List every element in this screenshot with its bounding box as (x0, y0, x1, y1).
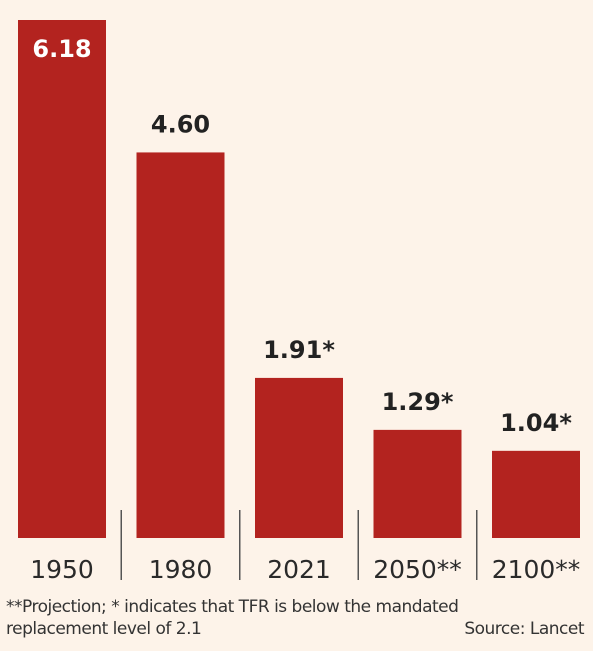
category-label-2100: 2100** (492, 555, 581, 584)
value-label-2100: 1.04* (500, 409, 572, 437)
footnote-line-1: **Projection; * indicates that TFR is be… (6, 596, 584, 618)
value-label-1950: 6.18 (32, 35, 91, 63)
footnote-line-2: replacement level of 2.1 Source: Lancet (6, 618, 584, 640)
bar-2050 (373, 429, 462, 538)
tfr-bar-chart: 6.18 1950 4.60 1980 1.91* 2021 1.29* 2050** 1.04… (18, 20, 581, 584)
category-label-1980: 1980 (149, 555, 213, 584)
value-label-2021: 1.91* (263, 336, 335, 364)
category-label-1950: 1950 (30, 555, 94, 584)
footnote-projection-note: **Projection; * indicates that TFR is be… (6, 597, 459, 617)
footnote-replacement-note: replacement level of 2.1 (6, 619, 202, 639)
category-label-2021: 2021 (267, 555, 331, 584)
bar-2100 (492, 450, 580, 538)
bar-1980 (136, 152, 225, 538)
value-label-2050: 1.29* (382, 388, 454, 416)
value-label-1980: 4.60 (151, 110, 210, 138)
bar-1950 (18, 20, 106, 538)
category-label-2050: 2050** (373, 555, 462, 584)
bar-2021 (255, 377, 343, 538)
source-label: Source: Lancet (464, 619, 584, 639)
footnote: **Projection; * indicates that TFR is be… (6, 596, 584, 640)
